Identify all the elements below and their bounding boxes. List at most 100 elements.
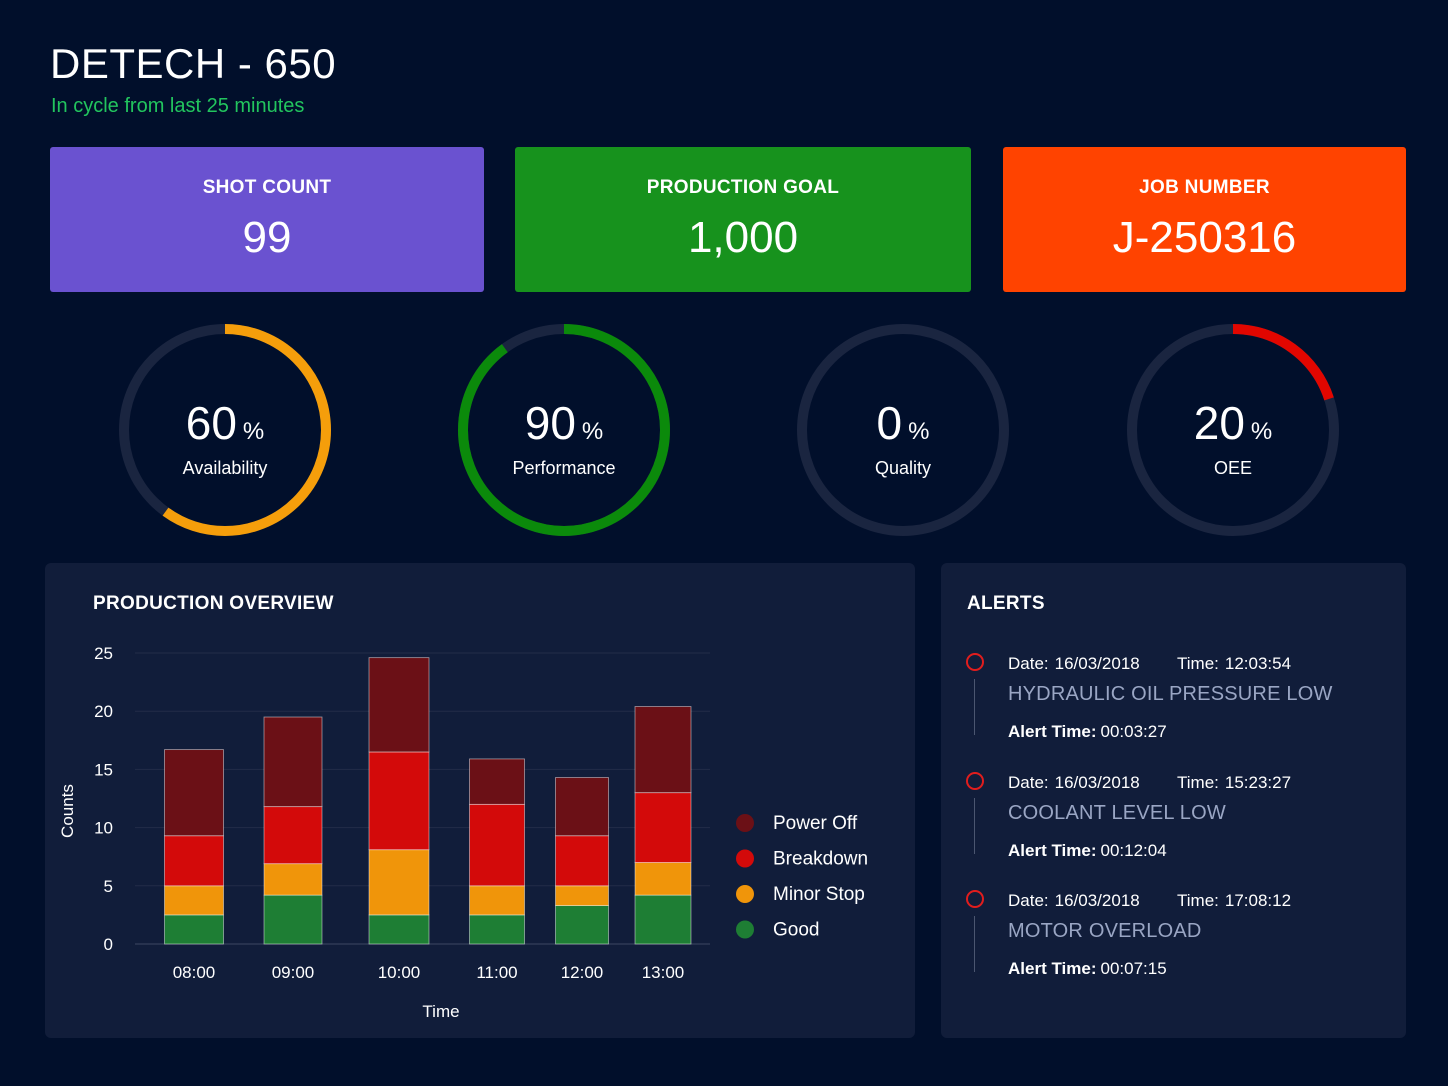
bar-segment-breakdown[interactable]: [555, 835, 609, 887]
bar-segment-power-off[interactable]: [164, 749, 224, 837]
bar-segment-breakdown[interactable]: [634, 792, 692, 863]
quality-gauge: 0% Quality: [795, 322, 1011, 538]
x-tick-label: 11:00: [476, 963, 517, 982]
bar-segment-minor-stop[interactable]: [555, 885, 609, 906]
timeline-line: [974, 679, 975, 735]
gauge-progress-arc: [458, 324, 670, 536]
oee-gauge: 20% OEE: [1125, 322, 1341, 538]
legend-label[interactable]: Good: [773, 920, 819, 941]
y-tick-label: 20: [94, 702, 113, 721]
y-tick-label: 15: [94, 760, 113, 779]
x-axis-label: Time: [422, 1002, 459, 1021]
production-overview-panel: PRODUCTION OVERVIEW 0 5 10 15 20 25 08:00 09:00…: [45, 563, 915, 1038]
quality-value: 0: [876, 397, 903, 449]
production-chart: 0 5 10 15 20 25 08:00 09:00 10:00 11:00 12:00 13:00…: [58, 644, 868, 1021]
performance-ring: [458, 324, 670, 536]
x-tick-label: 10:00: [378, 963, 421, 982]
shot-count-card: SHOT COUNT 99: [50, 147, 484, 292]
bar-segment-good[interactable]: [555, 905, 609, 945]
production-goal-value: 1,000: [687, 213, 799, 262]
oee-label: OEE: [1213, 458, 1252, 478]
bar-segment-minor-stop[interactable]: [469, 885, 525, 916]
bar-segment-breakdown[interactable]: [368, 751, 430, 851]
bar-segment-minor-stop[interactable]: [634, 862, 692, 896]
alert-time-label: Time:: [1177, 773, 1219, 792]
bar-segment-power-off[interactable]: [263, 716, 323, 808]
x-tick-label: 13:00: [642, 963, 685, 982]
bar-segment-power-off[interactable]: [555, 777, 609, 837]
legend-label[interactable]: Breakdown: [773, 849, 868, 870]
availability-value: 60: [185, 397, 237, 449]
alert-date-label: Date:: [1008, 773, 1049, 792]
bar-segment-good[interactable]: [263, 894, 323, 945]
alert-item[interactable]: Date: 16/03/2018 Time: 17:08:12 MOTOR OVER…: [963, 886, 1383, 1006]
bar-segment-good[interactable]: [469, 914, 525, 945]
bar-segment-breakdown[interactable]: [263, 806, 323, 865]
alert-date: 16/03/2018: [1054, 773, 1140, 792]
shot-count-label: SHOT COUNT: [202, 177, 332, 198]
bar-segment-good[interactable]: [164, 914, 224, 945]
job-number-label: JOB NUMBER: [1139, 177, 1270, 198]
production-goal-label: PRODUCTION GOAL: [646, 177, 840, 198]
availability-unit: %: [242, 418, 265, 445]
alert-date-label: Date:: [1008, 654, 1049, 673]
gauge-track: [797, 324, 1009, 536]
bar-segment-minor-stop[interactable]: [368, 849, 430, 916]
bar-segment-good[interactable]: [634, 894, 692, 945]
oee-ring: [1127, 324, 1339, 536]
legend-swatch-icon: [736, 885, 754, 903]
performance-unit: %: [581, 418, 604, 445]
alert-date: 16/03/2018: [1054, 891, 1140, 910]
oee-unit: %: [1250, 418, 1273, 445]
bar-segment-minor-stop[interactable]: [263, 863, 323, 896]
bar-segment-breakdown[interactable]: [469, 803, 525, 887]
bar-segment-good[interactable]: [368, 914, 430, 945]
alert-item[interactable]: Date: 16/03/2018 Time: 15:23:27 COOLANT LE…: [963, 768, 1383, 888]
legend-swatch-icon: [736, 920, 754, 939]
alert-duration-label: Alert Time:: [1008, 722, 1097, 741]
job-number-value: J-250316: [1112, 213, 1297, 262]
bar-segment-breakdown[interactable]: [164, 835, 224, 887]
alerts-title: ALERTS: [967, 593, 1045, 614]
machine-status: In cycle from last 25 minutes: [51, 95, 305, 117]
availability-ring: [119, 324, 331, 536]
alert-dot-icon: [966, 772, 984, 790]
quality-unit: %: [908, 418, 930, 445]
legend-label[interactable]: Power Off: [773, 813, 858, 834]
y-tick-label: 0: [104, 935, 113, 954]
alert-duration-label: Alert Time:: [1008, 959, 1097, 978]
availability-label: Availability: [182, 458, 268, 478]
legend-swatch-icon: [736, 814, 754, 832]
shot-count-value: 99: [242, 213, 292, 262]
performance-label: Performance: [512, 458, 616, 478]
alert-time: 17:08:12: [1224, 891, 1292, 910]
timeline-line: [974, 798, 975, 854]
bar-segment-power-off[interactable]: [368, 657, 430, 753]
bar-segment-power-off[interactable]: [469, 758, 525, 805]
alert-date-label: Date:: [1008, 891, 1049, 910]
y-tick-label: 10: [94, 819, 113, 838]
machine-title: DETECH - 650: [50, 40, 337, 87]
legend-label[interactable]: Minor Stop: [773, 884, 865, 905]
alert-time: 15:23:27: [1224, 773, 1292, 792]
y-tick-label: 5: [104, 877, 113, 896]
gauge-progress-arc: [119, 324, 331, 536]
alert-duration: 00:03:27: [1100, 722, 1167, 741]
alert-dot-icon: [966, 890, 984, 908]
x-tick-label: 12:00: [561, 963, 604, 982]
quality-ring: [797, 324, 1009, 536]
alert-message: COOLANT LEVEL LOW: [1008, 802, 1226, 824]
bar-segment-minor-stop[interactable]: [164, 885, 224, 916]
alerts-panel: ALERTS Date: 16/03/2018 Time: 12:03:54 HYD…: [941, 563, 1406, 1038]
legend-swatch-icon: [736, 849, 754, 868]
performance-value: 90: [524, 397, 576, 449]
quality-label: Quality: [874, 458, 932, 478]
y-tick-label: 25: [94, 644, 113, 663]
timeline-line: [974, 916, 975, 972]
alert-time-label: Time:: [1177, 654, 1219, 673]
alert-item[interactable]: Date: 16/03/2018 Time: 12:03:54 HYDRAULIC …: [963, 649, 1383, 769]
alert-message: MOTOR OVERLOAD: [1008, 920, 1202, 942]
bar-segment-power-off[interactable]: [634, 706, 692, 794]
alert-time: 12:03:54: [1224, 654, 1292, 673]
alert-message: HYDRAULIC OIL PRESSURE LOW: [1008, 683, 1333, 705]
